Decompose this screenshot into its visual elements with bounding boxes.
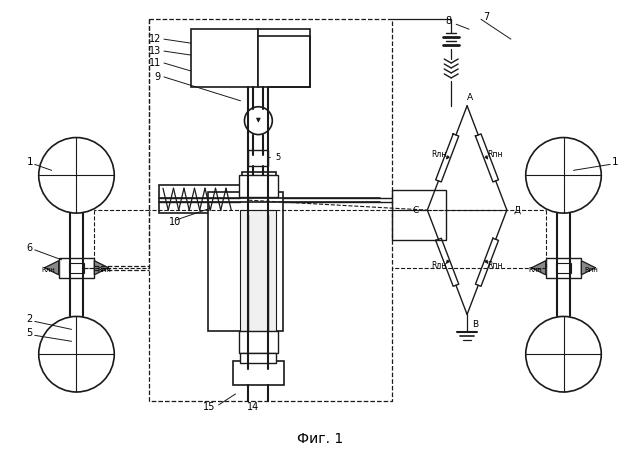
Bar <box>243 172 276 192</box>
Bar <box>239 175 278 197</box>
Text: Rлн: Rлн <box>529 267 543 273</box>
Text: Д: Д <box>513 206 520 215</box>
Text: 10: 10 <box>169 217 181 227</box>
Text: 5: 5 <box>276 153 281 162</box>
Text: Фиг. 1: Фиг. 1 <box>297 432 343 446</box>
Text: 12: 12 <box>148 34 161 44</box>
Bar <box>59 258 94 278</box>
Circle shape <box>525 137 601 213</box>
Bar <box>159 185 241 213</box>
Text: 2: 2 <box>27 314 33 324</box>
Bar <box>191 29 259 87</box>
Circle shape <box>39 137 115 213</box>
Bar <box>241 210 276 331</box>
Bar <box>241 353 276 363</box>
Text: А: А <box>467 93 473 102</box>
Text: 1: 1 <box>612 157 618 167</box>
Text: 8: 8 <box>445 16 451 26</box>
Polygon shape <box>532 261 546 275</box>
Bar <box>246 175 259 189</box>
Text: В: В <box>472 320 478 329</box>
Bar <box>208 192 284 331</box>
Bar <box>546 258 581 278</box>
Bar <box>556 263 572 273</box>
Circle shape <box>244 107 272 135</box>
Polygon shape <box>581 261 595 275</box>
Text: 9: 9 <box>155 72 161 82</box>
Text: Rпн: Rпн <box>488 261 503 270</box>
Bar <box>248 151 268 167</box>
Text: 5: 5 <box>27 329 33 339</box>
Text: 15: 15 <box>202 402 215 412</box>
Text: Rлн: Rлн <box>431 261 447 270</box>
Text: Rлн: Rлн <box>42 267 56 273</box>
Bar <box>232 361 284 385</box>
Text: Rпн: Rпн <box>97 267 111 273</box>
Circle shape <box>525 317 601 392</box>
Text: 6: 6 <box>27 243 33 253</box>
Bar <box>68 263 84 273</box>
Text: 14: 14 <box>247 402 260 412</box>
Polygon shape <box>94 261 108 275</box>
Text: Rпн: Rпн <box>488 150 503 159</box>
Text: С: С <box>412 206 419 215</box>
Bar <box>239 331 278 353</box>
Text: 7: 7 <box>483 12 489 22</box>
Polygon shape <box>45 261 59 275</box>
Text: Rлн: Rлн <box>431 150 447 159</box>
Bar <box>392 190 446 240</box>
Bar <box>259 29 310 87</box>
Text: 11: 11 <box>148 58 161 68</box>
Text: 1: 1 <box>26 157 33 167</box>
Text: 13: 13 <box>148 46 161 56</box>
Text: Rпн: Rпн <box>584 267 598 273</box>
Circle shape <box>39 317 115 392</box>
Bar <box>260 175 272 189</box>
